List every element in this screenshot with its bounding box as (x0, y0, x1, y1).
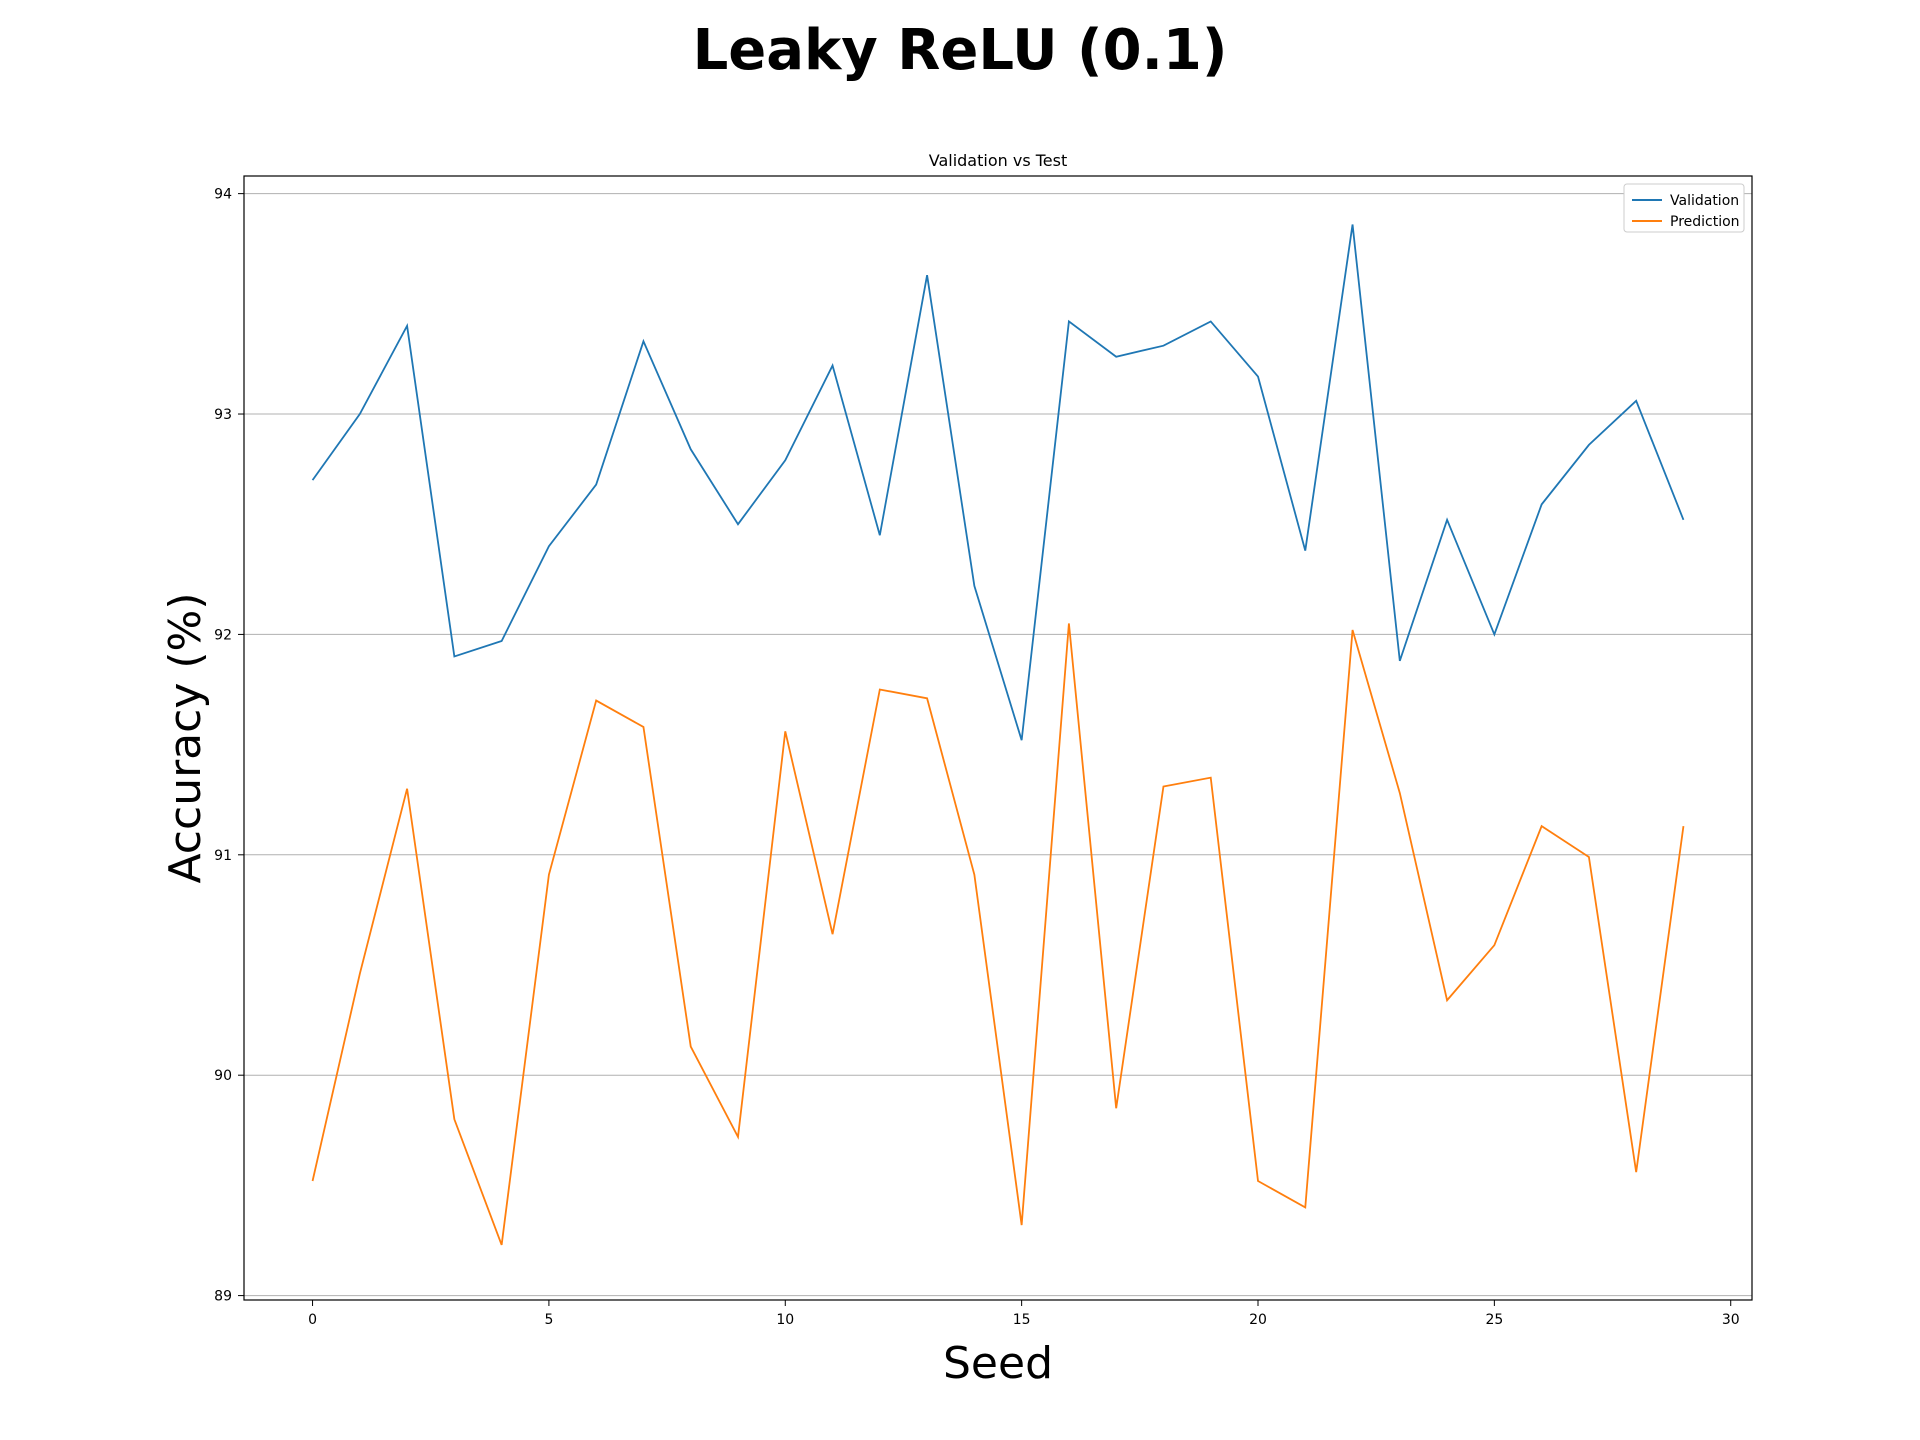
chart-title: Validation vs Test (929, 151, 1068, 170)
plot-frame (243, 175, 1753, 1301)
x-tick-label: 15 (1013, 1312, 1031, 1328)
series-line-prediction (311, 623, 1685, 1246)
legend-label-prediction: Prediction (1670, 214, 1740, 230)
y-axis-label: Accuracy (%) (160, 592, 211, 883)
x-tick-label: 0 (308, 1312, 317, 1328)
legend: Validation Prediction (1623, 183, 1745, 233)
x-tick-label: 30 (1722, 1312, 1740, 1328)
y-tick-label: 93 (214, 407, 232, 423)
y-axis-ticks: 89 90 91 92 93 94 (214, 187, 244, 1305)
series-lines (311, 224, 1685, 1246)
y-tick-label: 92 (214, 627, 232, 643)
series-line-validation (311, 224, 1685, 741)
y-tick-label: 91 (214, 848, 232, 864)
legend-label-validation: Validation (1670, 193, 1739, 209)
y-tick-label: 90 (214, 1068, 232, 1084)
y-tick-label: 94 (214, 187, 232, 203)
x-axis-label: Seed (943, 1338, 1053, 1389)
y-tick-label: 89 (214, 1289, 232, 1305)
x-axis-ticks: 0 5 10 15 20 25 30 (308, 1300, 1740, 1328)
grid-lines (244, 193, 1752, 1297)
x-tick-label: 10 (776, 1312, 794, 1328)
figure-suptitle: Leaky ReLU (0.1) (692, 18, 1228, 83)
x-tick-label: 20 (1249, 1312, 1267, 1328)
x-tick-label: 5 (544, 1312, 553, 1328)
x-tick-label: 25 (1485, 1312, 1503, 1328)
